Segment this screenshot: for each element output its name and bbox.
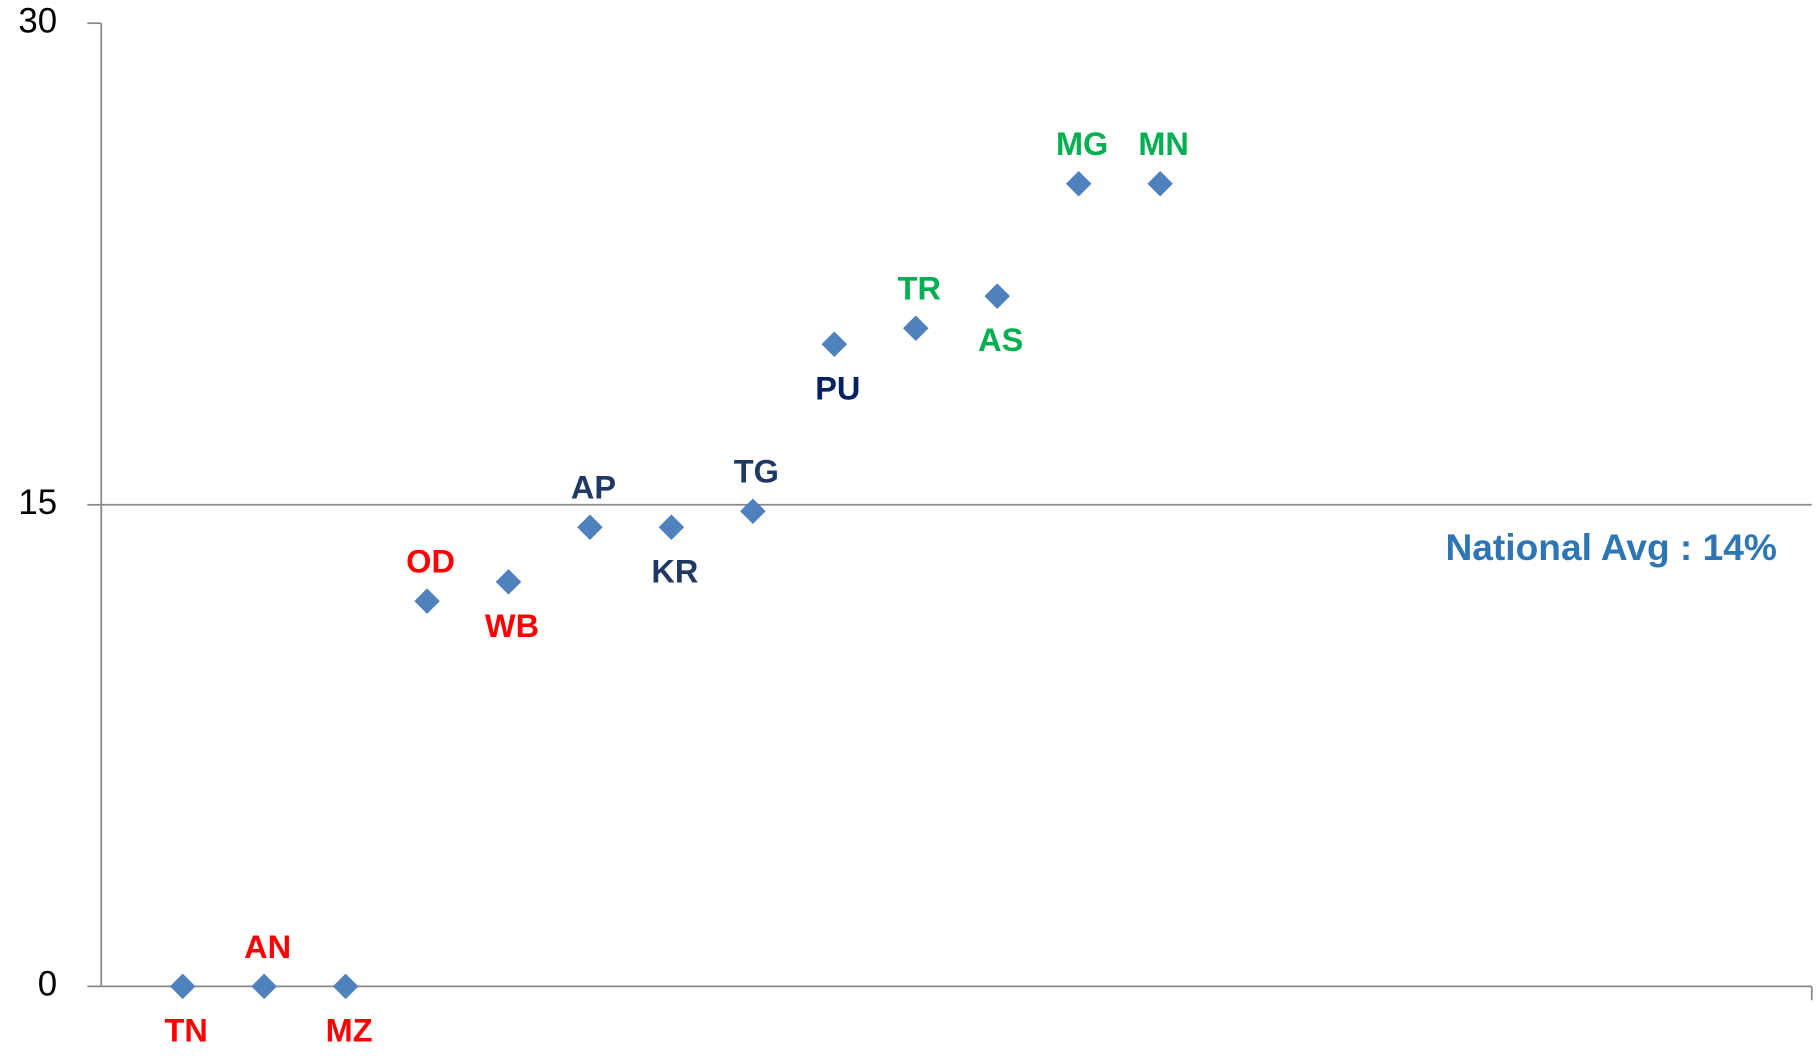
annotation: National Avg : 14% [1445, 526, 1776, 568]
marker [414, 588, 440, 614]
data-label: WB [485, 608, 539, 644]
data-label: AN [244, 929, 291, 965]
marker [821, 331, 848, 358]
data-label: TN [165, 1012, 208, 1048]
marker [740, 498, 766, 524]
marker [903, 315, 929, 341]
data-label: MN [1138, 126, 1189, 162]
marker [1065, 170, 1092, 197]
y-tick-label: 0 [38, 965, 57, 1004]
y-tick-label: 30 [18, 1, 57, 40]
y-tick-label: 15 [18, 483, 57, 522]
marker [1147, 170, 1173, 197]
marker [251, 973, 277, 1000]
data-label: TG [734, 454, 779, 490]
data-label: AS [978, 322, 1023, 358]
data-label: MG [1056, 126, 1108, 162]
marker [984, 283, 1010, 309]
marker [577, 514, 603, 541]
data-label: AP [571, 470, 616, 506]
data-label: PU [815, 370, 860, 406]
data-label: KR [651, 553, 698, 589]
marker [658, 514, 685, 541]
data-label: MZ [326, 1012, 373, 1048]
data-label: OD [406, 544, 455, 580]
marker [169, 973, 196, 1000]
marker [332, 973, 359, 1000]
data-label: TR [898, 271, 941, 307]
marker [495, 569, 522, 595]
